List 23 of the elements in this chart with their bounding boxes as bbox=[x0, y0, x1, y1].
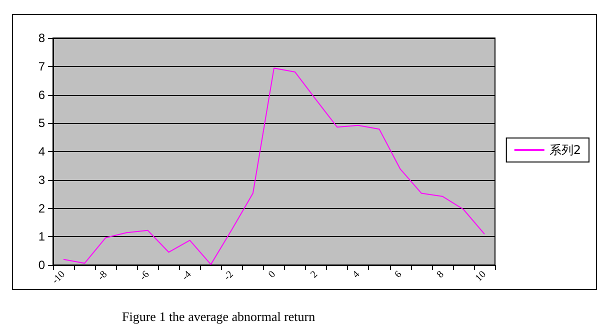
y-tick-label: 4 bbox=[38, 144, 46, 158]
y-tick-label: 1 bbox=[38, 230, 46, 244]
x-tick-label: 8 bbox=[434, 269, 446, 280]
x-tick-label: 4 bbox=[350, 269, 362, 280]
x-tick-label: 2 bbox=[308, 269, 320, 280]
y-tick-label: 0 bbox=[38, 258, 46, 272]
x-tick-label: -8 bbox=[96, 269, 110, 283]
x-tick-label: -10 bbox=[50, 269, 68, 286]
x-tick-label: -4 bbox=[180, 269, 194, 283]
y-tick-label: 2 bbox=[38, 201, 46, 216]
x-tick-label: 0 bbox=[266, 269, 278, 280]
y-tick-label: 3 bbox=[38, 172, 46, 187]
x-tick-label: 6 bbox=[392, 269, 404, 280]
x-tick-label: -6 bbox=[138, 269, 152, 283]
x-tick-label: -2 bbox=[222, 269, 236, 283]
y-tick-label: 7 bbox=[38, 59, 46, 74]
line-series bbox=[63, 68, 485, 265]
x-tick-label: 10 bbox=[474, 269, 488, 284]
caption: Figure 1 the average abnormal return bbox=[122, 309, 316, 324]
y-tick-label: 5 bbox=[38, 116, 46, 130]
legend-label: 系列2 bbox=[549, 143, 582, 157]
y-tick-label: 6 bbox=[38, 88, 46, 102]
y-tick-label: 8 bbox=[38, 31, 46, 45]
